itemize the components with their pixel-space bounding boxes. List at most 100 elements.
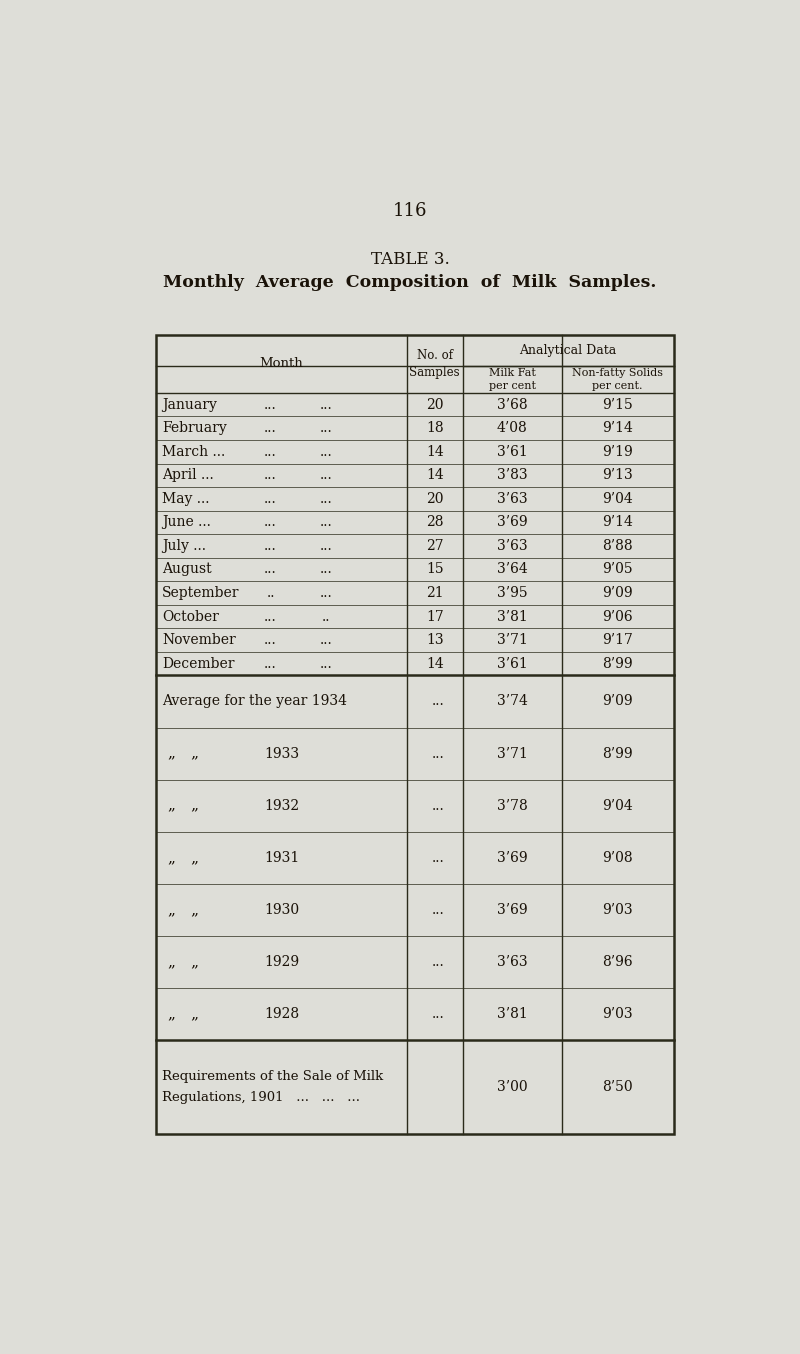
Text: June ...: June ... xyxy=(162,516,211,529)
Text: 1930: 1930 xyxy=(264,903,299,917)
Text: July ...: July ... xyxy=(162,539,206,552)
Text: 8’99: 8’99 xyxy=(602,746,633,761)
Text: 21: 21 xyxy=(426,586,444,600)
Text: 3’61: 3’61 xyxy=(497,444,528,459)
Text: 14: 14 xyxy=(426,468,444,482)
Text: 15: 15 xyxy=(426,562,444,577)
Text: ...: ... xyxy=(320,586,333,600)
Text: ...: ... xyxy=(432,1007,445,1021)
Text: January: January xyxy=(162,398,217,412)
Text: April ...: April ... xyxy=(162,468,214,482)
Text: February: February xyxy=(162,421,226,435)
Text: ...: ... xyxy=(320,421,333,435)
Text: December: December xyxy=(162,657,234,670)
Text: 8’88: 8’88 xyxy=(602,539,633,552)
Text: 3’95: 3’95 xyxy=(497,586,528,600)
Text: 20: 20 xyxy=(426,492,443,506)
Text: ..: .. xyxy=(322,609,330,624)
Text: ...: ... xyxy=(320,539,333,552)
Text: ...: ... xyxy=(264,657,277,670)
Text: 27: 27 xyxy=(426,539,444,552)
Text: 3’69: 3’69 xyxy=(497,903,528,917)
Text: September: September xyxy=(162,586,239,600)
Text: ...: ... xyxy=(264,562,277,577)
Text: 3’68: 3’68 xyxy=(497,398,528,412)
Text: 14: 14 xyxy=(426,444,444,459)
Text: „ „: „ „ xyxy=(168,799,199,812)
Text: Requirements of the Sale of Milk: Requirements of the Sale of Milk xyxy=(162,1070,383,1083)
Text: ...: ... xyxy=(432,695,445,708)
Text: Non-fatty Solids
per cent.: Non-fatty Solids per cent. xyxy=(572,368,663,391)
Text: 3’63: 3’63 xyxy=(497,539,528,552)
Text: 14: 14 xyxy=(426,657,444,670)
Text: „ „: „ „ xyxy=(168,746,199,761)
Text: 8’50: 8’50 xyxy=(602,1080,633,1094)
Text: 3’81: 3’81 xyxy=(497,1007,528,1021)
Text: 13: 13 xyxy=(426,634,444,647)
Text: 3’81: 3’81 xyxy=(497,609,528,624)
Text: ..: .. xyxy=(266,586,274,600)
Text: Monthly  Average  Composition  of  Milk  Samples.: Monthly Average Composition of Milk Samp… xyxy=(163,274,657,291)
Text: 4’08: 4’08 xyxy=(497,421,528,435)
Text: 9’08: 9’08 xyxy=(602,850,633,865)
Text: ...: ... xyxy=(264,398,277,412)
Text: November: November xyxy=(162,634,236,647)
Text: 9’06: 9’06 xyxy=(602,609,633,624)
Text: 9’14: 9’14 xyxy=(602,421,633,435)
Text: 3’69: 3’69 xyxy=(497,850,528,865)
Text: ...: ... xyxy=(320,657,333,670)
Text: 1931: 1931 xyxy=(264,850,299,865)
Text: „ „: „ „ xyxy=(168,903,199,917)
Text: 9’17: 9’17 xyxy=(602,634,633,647)
Text: 9’15: 9’15 xyxy=(602,398,633,412)
Text: ...: ... xyxy=(264,468,277,482)
Text: 3’63: 3’63 xyxy=(497,492,528,506)
Text: 3’74: 3’74 xyxy=(497,695,528,708)
Text: ...: ... xyxy=(432,746,445,761)
Text: Regulations, 1901   ...   ...   ...: Regulations, 1901 ... ... ... xyxy=(162,1091,360,1104)
Text: 1932: 1932 xyxy=(264,799,299,812)
Text: 1929: 1929 xyxy=(264,955,299,969)
Text: ...: ... xyxy=(432,850,445,865)
Text: 1928: 1928 xyxy=(264,1007,299,1021)
Text: ...: ... xyxy=(264,444,277,459)
Text: 18: 18 xyxy=(426,421,444,435)
Text: 9’14: 9’14 xyxy=(602,516,633,529)
Text: ...: ... xyxy=(320,516,333,529)
Text: 9’03: 9’03 xyxy=(602,903,633,917)
Text: 3’71: 3’71 xyxy=(497,746,528,761)
Text: ...: ... xyxy=(320,398,333,412)
Text: May ...: May ... xyxy=(162,492,210,506)
Text: 28: 28 xyxy=(426,516,443,529)
Text: 116: 116 xyxy=(393,202,427,221)
Text: „ „: „ „ xyxy=(168,955,199,969)
Text: 9’09: 9’09 xyxy=(602,695,633,708)
Text: ...: ... xyxy=(320,634,333,647)
Text: ...: ... xyxy=(264,539,277,552)
Text: ...: ... xyxy=(432,903,445,917)
Text: ...: ... xyxy=(264,634,277,647)
Text: 9’13: 9’13 xyxy=(602,468,633,482)
Text: August: August xyxy=(162,562,212,577)
Text: 20: 20 xyxy=(426,398,443,412)
Text: ...: ... xyxy=(432,799,445,812)
Text: „ „: „ „ xyxy=(168,850,199,865)
Text: ...: ... xyxy=(320,444,333,459)
Text: 3’69: 3’69 xyxy=(497,516,528,529)
Text: 9’04: 9’04 xyxy=(602,492,633,506)
Text: 3’83: 3’83 xyxy=(497,468,528,482)
Text: 9’19: 9’19 xyxy=(602,444,633,459)
Text: Month: Month xyxy=(259,357,303,370)
Text: 3’61: 3’61 xyxy=(497,657,528,670)
Text: ...: ... xyxy=(432,955,445,969)
Text: 1933: 1933 xyxy=(264,746,299,761)
Text: ...: ... xyxy=(264,421,277,435)
Text: 3’00: 3’00 xyxy=(497,1080,528,1094)
Text: 3’78: 3’78 xyxy=(497,799,528,812)
Text: „ „: „ „ xyxy=(168,1007,199,1021)
Text: ...: ... xyxy=(264,516,277,529)
Text: 9’09: 9’09 xyxy=(602,586,633,600)
Text: March ...: March ... xyxy=(162,444,226,459)
Text: 3’63: 3’63 xyxy=(497,955,528,969)
Text: ...: ... xyxy=(320,562,333,577)
